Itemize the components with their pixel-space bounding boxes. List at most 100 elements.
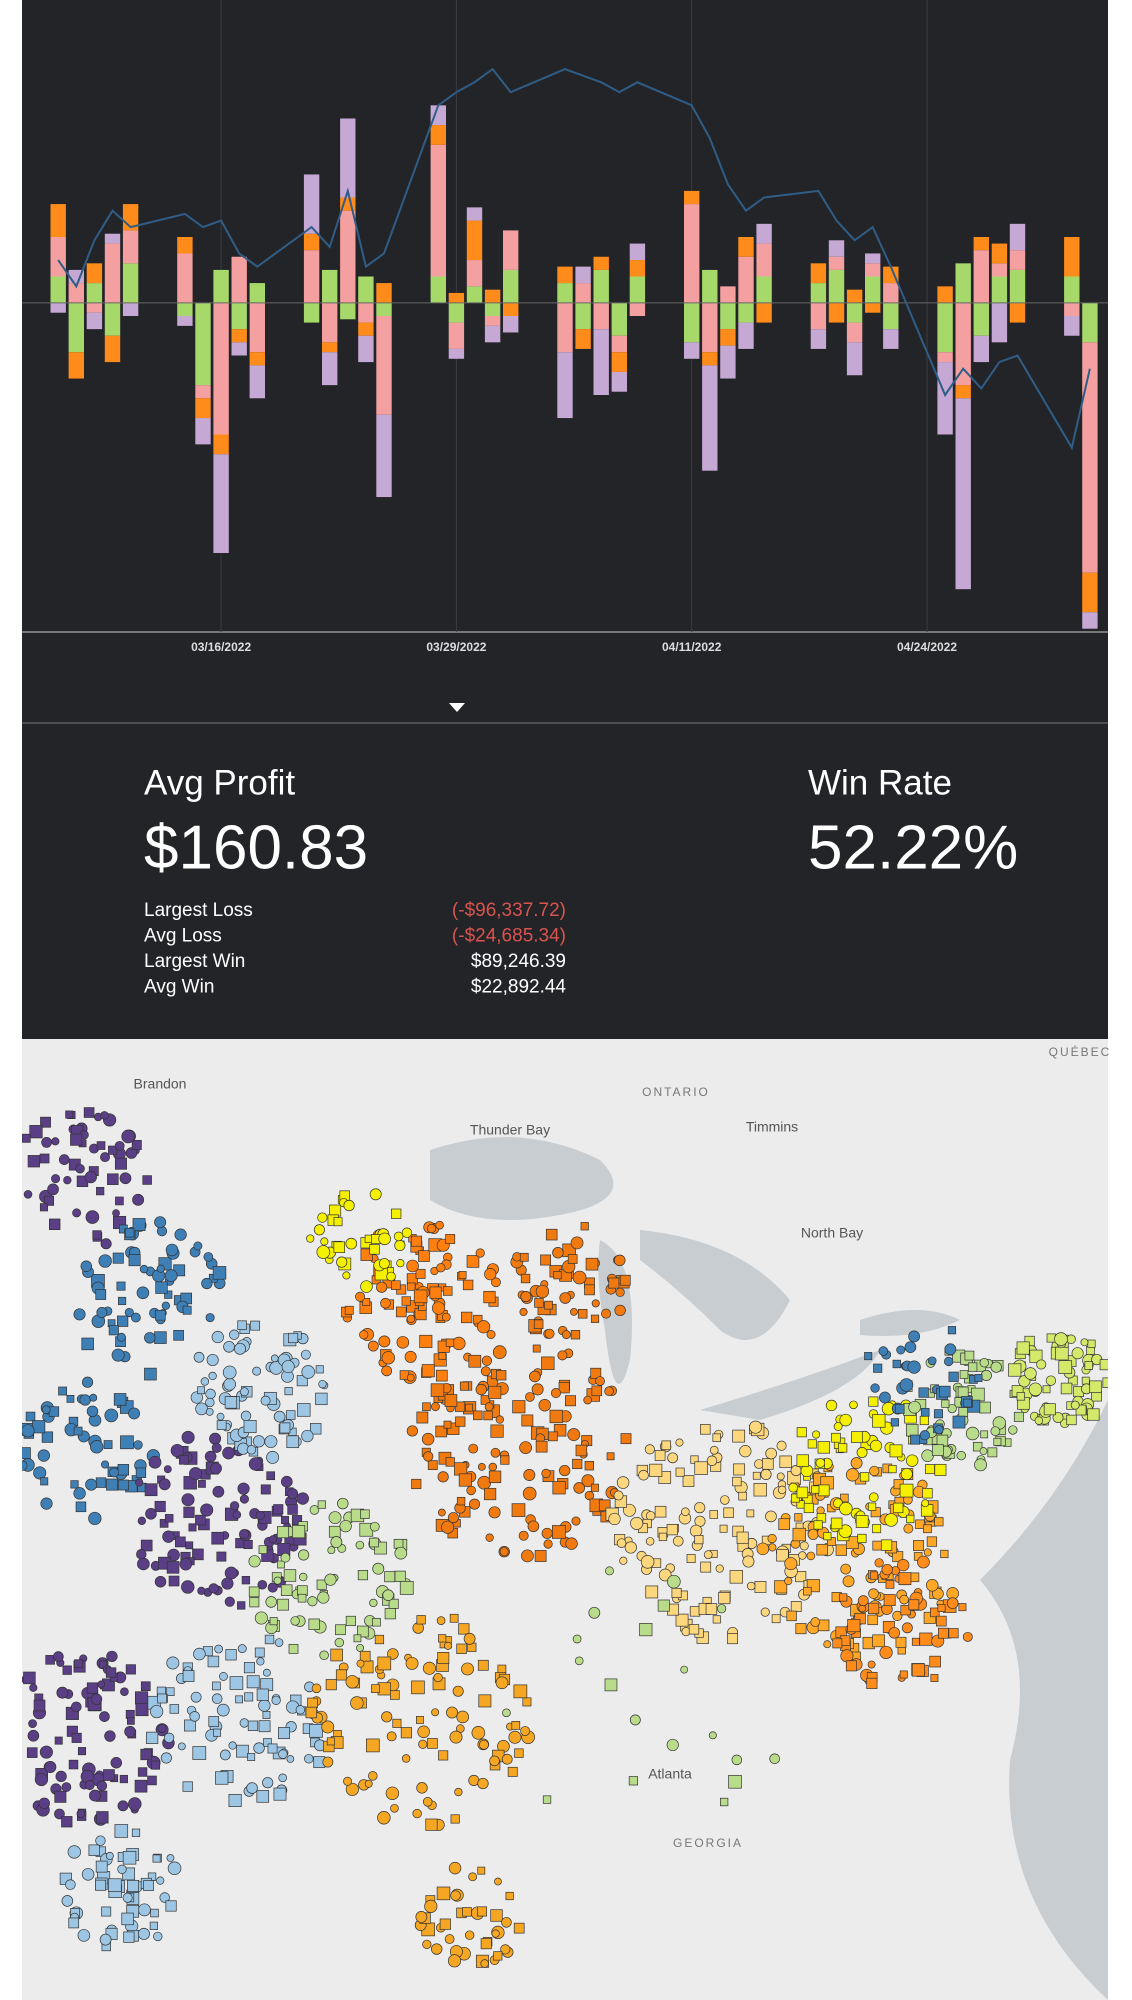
map-marker <box>333 1241 345 1253</box>
map-marker <box>521 1414 534 1427</box>
map-marker <box>840 1493 849 1503</box>
map-marker <box>552 1246 564 1259</box>
map-marker <box>788 1482 799 1493</box>
map-marker <box>431 1402 440 1412</box>
map-marker <box>55 1770 67 1782</box>
map-marker <box>465 1403 473 1412</box>
map-marker <box>896 1345 906 1355</box>
map-marker <box>461 1662 474 1676</box>
map-marker <box>572 1458 583 1470</box>
map-marker <box>360 1509 370 1519</box>
map-marker <box>291 1515 303 1526</box>
map-marker <box>892 1610 903 1622</box>
map-marker <box>756 1542 770 1556</box>
map-marker <box>559 1292 572 1304</box>
map-marker <box>919 1430 930 1441</box>
dropdown-arrow[interactable] <box>449 703 465 712</box>
map-marker <box>1034 1416 1044 1425</box>
map-marker <box>23 1671 36 1685</box>
map-marker <box>75 1163 85 1174</box>
map-marker <box>254 1647 265 1658</box>
bar-segment <box>466 207 483 221</box>
map-marker <box>533 1319 544 1329</box>
map-marker <box>229 1501 240 1511</box>
map-marker <box>532 1344 541 1353</box>
bar-segment <box>756 302 772 323</box>
map-marker <box>181 1580 195 1594</box>
map-marker <box>630 1516 644 1530</box>
map-marker <box>205 1313 215 1323</box>
map-marker <box>538 1398 551 1412</box>
map-marker <box>739 1445 752 1458</box>
map-marker <box>894 1404 905 1414</box>
map-marker <box>161 1301 170 1310</box>
map-marker <box>867 1660 876 1669</box>
map-marker <box>883 1594 896 1607</box>
bar-segment <box>249 365 265 399</box>
map-marker <box>98 1254 112 1268</box>
map-marker <box>840 1563 852 1575</box>
map-label: QUÉBEC <box>1049 1044 1112 1059</box>
map-marker <box>585 1257 599 1271</box>
map-marker <box>564 1395 576 1407</box>
map-marker <box>738 1491 747 1501</box>
map-marker <box>535 1284 550 1299</box>
map-marker <box>461 1311 473 1324</box>
map-marker <box>944 1356 954 1367</box>
map-marker <box>666 1738 679 1752</box>
map-marker <box>746 1581 756 1591</box>
map-marker <box>939 1385 951 1398</box>
bar-segment <box>231 342 247 356</box>
map-marker <box>76 1809 86 1818</box>
map-marker <box>239 1387 249 1397</box>
map-marker <box>898 1572 912 1585</box>
map-marker <box>125 1664 136 1675</box>
map-marker <box>484 1402 494 1412</box>
map-marker <box>163 1465 172 1474</box>
map-marker <box>114 1824 129 1838</box>
map-marker <box>905 1423 919 1437</box>
map-marker <box>211 1442 222 1453</box>
map-marker <box>267 1743 278 1754</box>
map-marker <box>565 1537 578 1550</box>
map-marker <box>339 1519 352 1533</box>
bar-segment <box>50 204 66 237</box>
map-marker <box>167 1861 182 1876</box>
map-marker <box>752 1471 761 1480</box>
bar-segment <box>340 302 356 320</box>
map-marker <box>483 1290 496 1304</box>
map-marker <box>934 1463 947 1476</box>
bar-segment <box>557 302 573 353</box>
map-marker <box>96 1187 105 1196</box>
map-marker <box>456 1643 467 1654</box>
bar-segment <box>1064 316 1080 336</box>
map-marker <box>284 1387 293 1396</box>
map-marker <box>881 1563 893 1576</box>
map-marker <box>168 1575 180 1587</box>
map-marker <box>421 1364 435 1378</box>
bar-segment <box>629 276 646 303</box>
map-marker <box>330 1648 343 1662</box>
map-marker <box>156 1876 165 1885</box>
map-marker <box>66 1394 75 1403</box>
map-marker <box>320 1237 329 1246</box>
map-marker <box>280 1552 291 1563</box>
map-marker <box>27 1155 40 1168</box>
map-marker <box>117 1315 129 1327</box>
map-marker <box>907 1360 921 1374</box>
map-marker <box>583 1395 593 1405</box>
map-marker <box>488 1462 498 1472</box>
map-marker <box>963 1398 972 1408</box>
x-tick-label: 04/11/2022 <box>662 640 722 654</box>
map-marker <box>484 1487 497 1501</box>
map-marker <box>100 1152 111 1163</box>
map-marker <box>44 1761 57 1773</box>
map-marker <box>901 1622 913 1634</box>
map-marker <box>790 1601 802 1612</box>
bar-segment <box>991 263 1008 277</box>
map-marker <box>391 1208 402 1219</box>
bar-segment <box>303 302 320 323</box>
map-marker <box>613 1490 624 1501</box>
bar-segment <box>557 352 573 419</box>
bar-segment <box>973 335 989 363</box>
